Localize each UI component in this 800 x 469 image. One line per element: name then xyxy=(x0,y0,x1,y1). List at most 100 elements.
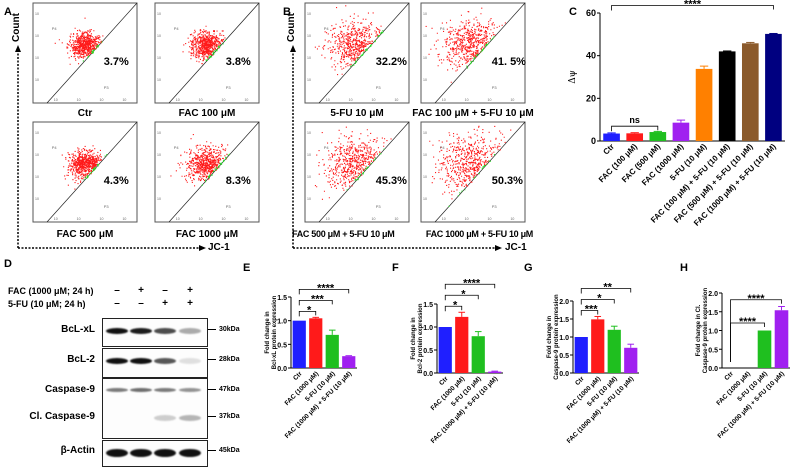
gate-p3-label: P3 xyxy=(376,85,382,90)
flow-plot: 45.3% P4 P3 10 10 10 10 10 10 10 10 xyxy=(304,121,410,223)
flow-plot: 41. 5% P4 P3 10 10 10 10 10 10 10 10 xyxy=(420,2,526,104)
molecular-weight-label: 30kDa xyxy=(208,326,240,333)
percent-label: 8.3% xyxy=(226,175,251,187)
bar xyxy=(455,316,469,373)
x-tick-label: 10 xyxy=(349,217,353,221)
gate-diagonal xyxy=(318,2,410,104)
gate-p4-label: P4 xyxy=(324,26,330,31)
x-tick-label: 10 xyxy=(176,98,180,102)
y-tick-label: 1.5 xyxy=(277,295,287,302)
x-tick-label: 10 xyxy=(100,217,104,221)
y-tick-label: 0.0 xyxy=(423,371,433,378)
condition-label: FAC 1000 μM xyxy=(175,229,239,240)
significance-bracket xyxy=(580,299,615,305)
category-label: 5-FU (10 μM) xyxy=(736,370,769,403)
protein-band xyxy=(130,388,152,392)
bar xyxy=(292,320,306,368)
arrow-head-icon xyxy=(495,245,502,251)
gate-p3-label: P3 xyxy=(376,204,382,209)
treatment-sign: – xyxy=(162,285,168,296)
bar xyxy=(774,310,789,368)
green-event-dots xyxy=(83,154,108,181)
category-label: 5-FU (10 μM) xyxy=(450,375,483,408)
y-tick-label: 10 xyxy=(423,34,427,38)
panel-label-b: B xyxy=(283,6,291,18)
y-tick-label: 0.0 xyxy=(277,366,287,373)
x-tick-label: 10 xyxy=(222,217,226,221)
y-tick-label: 0.0 xyxy=(708,366,718,373)
bar xyxy=(695,68,713,141)
x-tick-label: 10 xyxy=(394,98,398,102)
y-axis-label: Fold change inBcl-2 protein expression xyxy=(411,303,424,373)
green-event-dots xyxy=(346,148,385,191)
x-tick-label: 10 xyxy=(100,98,104,102)
x-tick-label: 10 xyxy=(199,98,203,102)
blot-protein-label: BcL-xL xyxy=(61,324,95,335)
category-label: 5-FU (10 μM) xyxy=(668,142,709,183)
protein-band xyxy=(130,328,152,334)
category-label: FAC (1000 μM) + 5-FU (10 μM) xyxy=(284,370,353,439)
significance-label: **** xyxy=(739,316,757,328)
green-event-dots xyxy=(466,36,495,69)
bar xyxy=(342,356,356,368)
gate-diagonal xyxy=(168,2,260,104)
y-axis-label: Fold change in Cl.Caspase-9 protein expr… xyxy=(696,287,709,373)
y-tick-label: 10 xyxy=(157,197,161,201)
significance-label: **** xyxy=(747,293,765,305)
y-tick-label: 10 xyxy=(307,175,311,179)
x-tick-label: 10 xyxy=(326,98,330,102)
significance-bracket xyxy=(730,322,765,362)
y-tick-label: 10 xyxy=(35,78,39,82)
condition-label: FAC 100 μM xyxy=(178,108,236,119)
protein-band xyxy=(106,358,128,364)
gate-p3-label: P3 xyxy=(492,85,498,90)
y-tick-label: 10 xyxy=(423,78,427,82)
category-label: FAC (500 μM) + 5-FU (10 μM) xyxy=(672,142,755,225)
gate-p3-label: P3 xyxy=(104,204,110,209)
category-label: FAC (1000 μM) xyxy=(284,370,321,407)
x-tick-label: 10 xyxy=(442,98,446,102)
panel-label-d: D xyxy=(4,258,12,270)
red-event-dots xyxy=(314,126,392,200)
category-label: FAC (1000 μM) + 5-FU (10 μM) xyxy=(716,370,785,439)
treatment-sign: + xyxy=(138,285,144,296)
y-tick-label: 1.0 xyxy=(277,319,287,326)
protein-band xyxy=(106,388,128,392)
gate-diagonal xyxy=(46,121,138,223)
significance-bracket xyxy=(298,310,317,317)
category-label: FAC (1000 μM) xyxy=(430,375,467,412)
condition-label: FAC 1000 μM + 5-FU 10 μM xyxy=(425,229,533,239)
significance-label: ** xyxy=(603,281,612,293)
y-tick-label: 10 xyxy=(307,131,311,135)
x-tick-label: 10 xyxy=(77,98,81,102)
blot-protein-label: Caspase-9 xyxy=(44,384,95,395)
y-tick-label: 1.0 xyxy=(708,329,718,336)
x-tick-label: 10 xyxy=(465,98,469,102)
protein-band xyxy=(179,449,201,457)
flow-plot: 4.3% P4 P3 10 10 10 10 10 10 10 10 xyxy=(32,121,138,223)
bar xyxy=(591,319,605,373)
y-tick-label: 0.5 xyxy=(559,353,569,360)
x-tick-label: 10 xyxy=(372,217,376,221)
y-tick-label: 2.0 xyxy=(708,291,718,298)
y-axis-label: Fold change inBcl-xL protein expression xyxy=(265,295,278,369)
significance-label: ns xyxy=(629,115,640,125)
significance-bracket xyxy=(580,310,599,316)
bar xyxy=(325,334,339,368)
x-tick-label: 10 xyxy=(54,217,58,221)
panel-label-e: E xyxy=(243,262,251,274)
percent-label: 45.3% xyxy=(376,175,407,187)
significance-bracket xyxy=(730,299,782,362)
significance-label: **** xyxy=(463,277,481,289)
x-tick-label: 10 xyxy=(77,217,81,221)
flow-plot: 32.2% P4 P3 10 10 10 10 10 10 10 10 xyxy=(304,2,410,104)
bar xyxy=(757,330,772,368)
y-tick-label: 0.5 xyxy=(708,347,718,354)
treatment-sign: + xyxy=(162,298,168,309)
x-tick-label: 10 xyxy=(244,217,248,221)
treatment-label: 5-FU (10 μM; 24 h) xyxy=(8,299,86,309)
significance-bracket xyxy=(298,288,350,295)
panel-label-c: C xyxy=(569,6,577,18)
red-event-dots xyxy=(425,7,506,83)
